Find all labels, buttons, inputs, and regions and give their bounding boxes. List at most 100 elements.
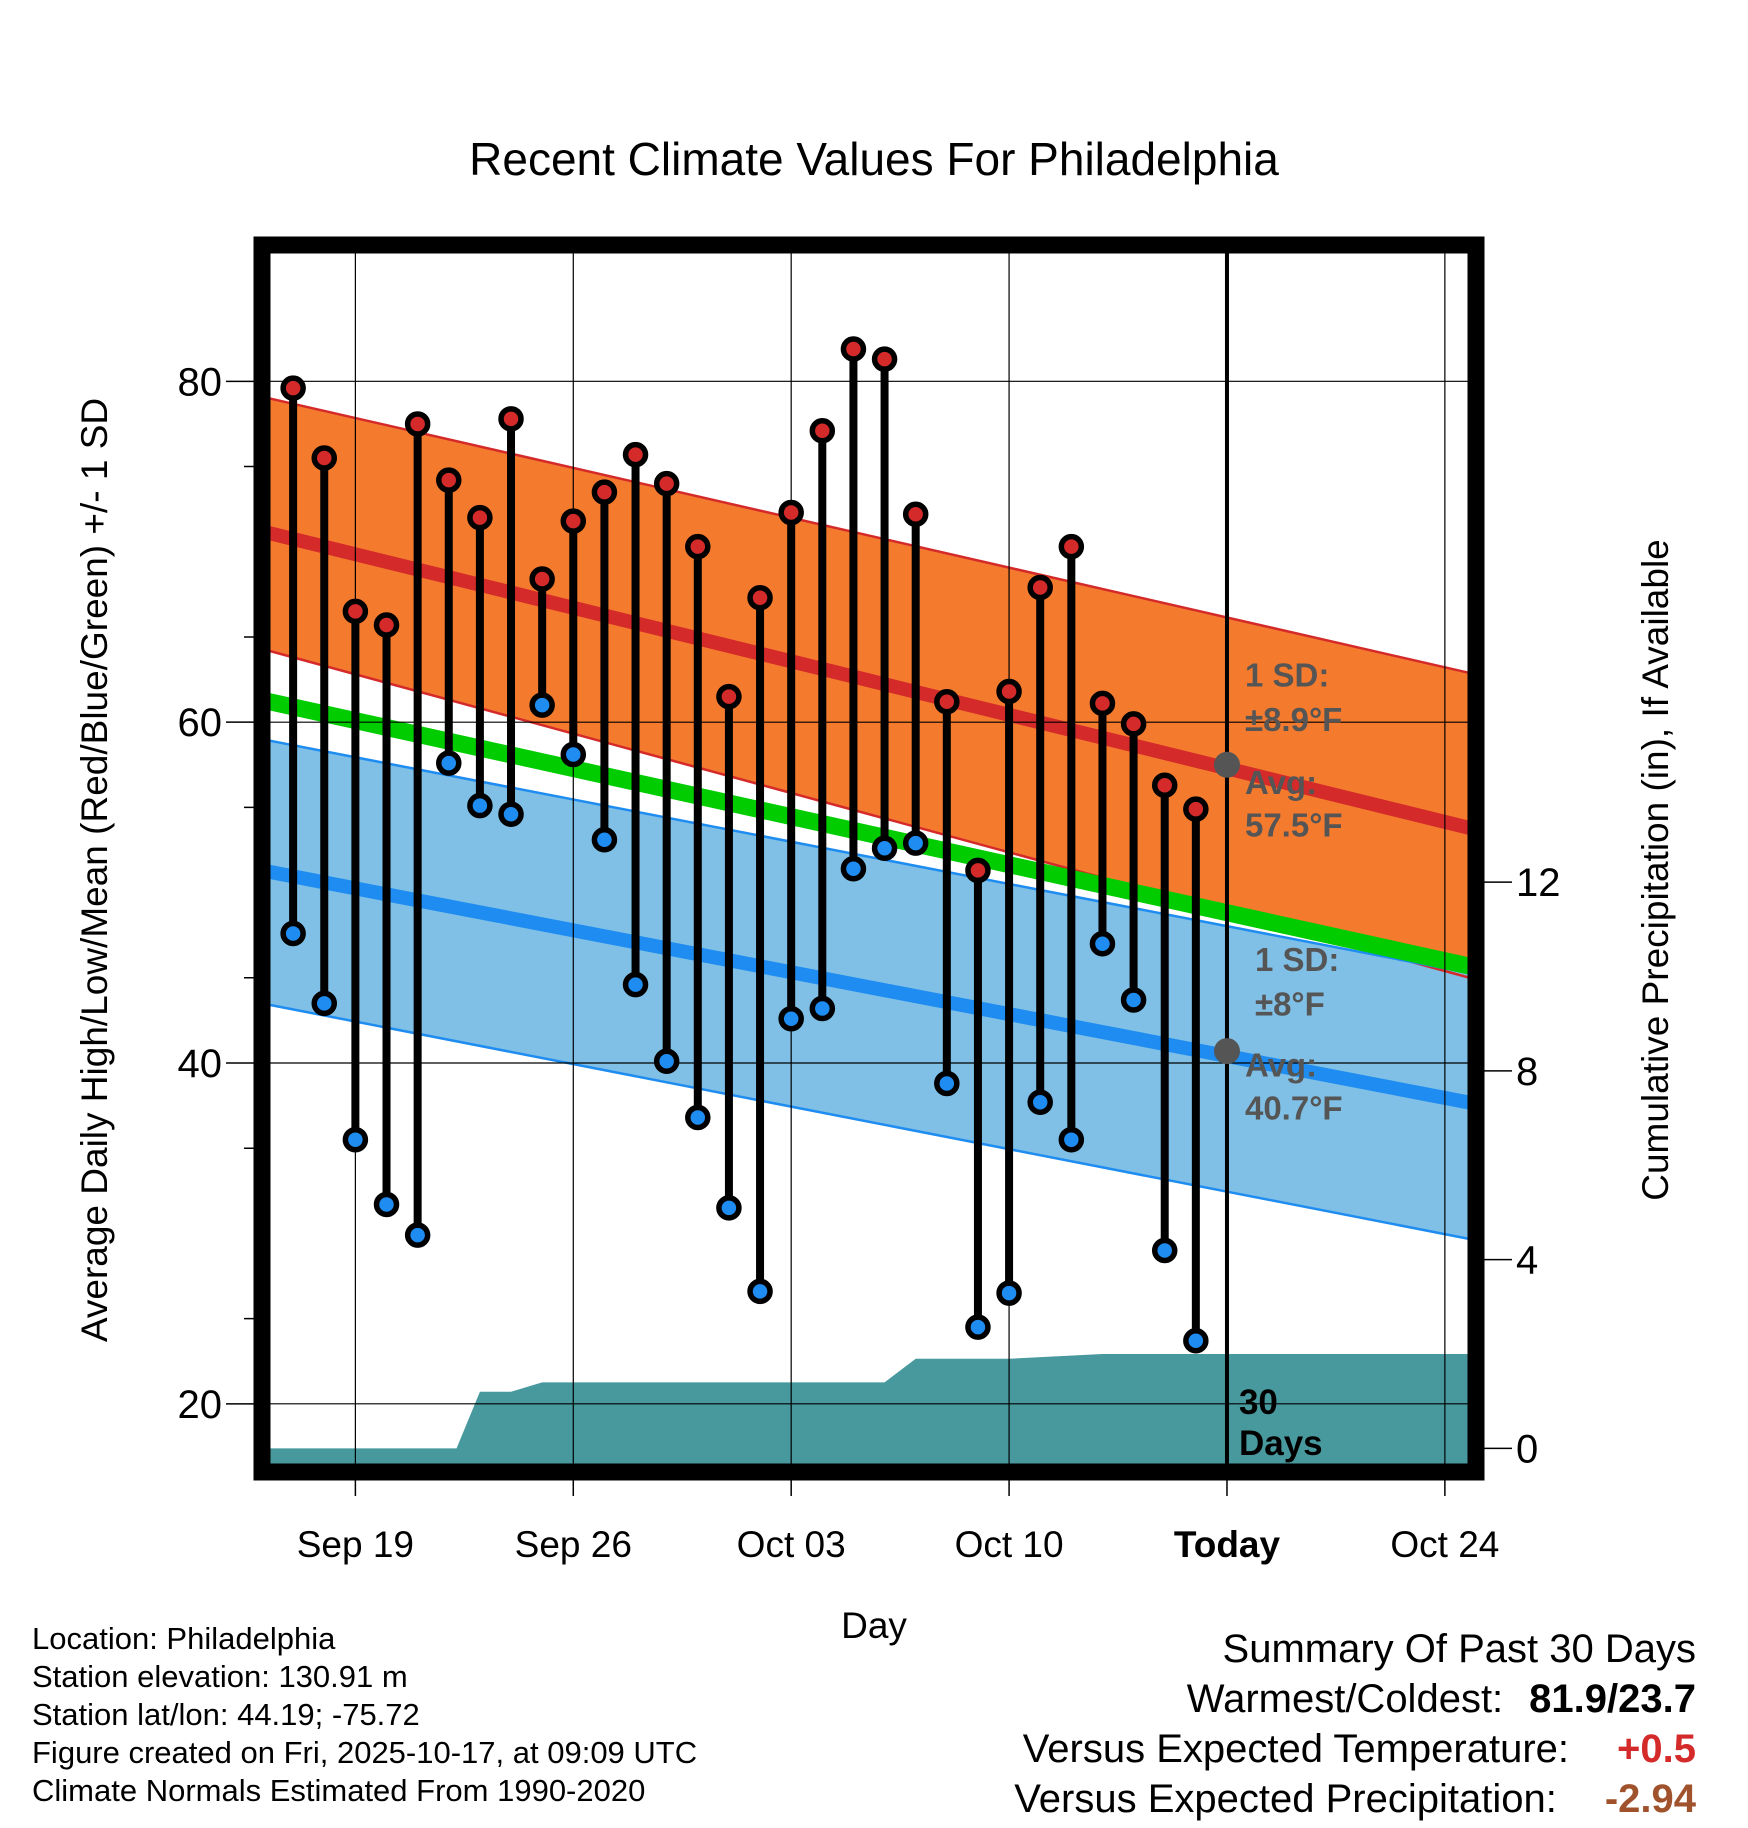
today-high-avg-point bbox=[1213, 751, 1240, 778]
plot-area bbox=[260, 245, 1478, 1472]
daily-high-point bbox=[436, 467, 462, 493]
station-info: Location: Philadelphia Station elevation… bbox=[32, 1620, 697, 1810]
daily-high-point bbox=[809, 418, 836, 444]
daily-low-point bbox=[1120, 987, 1147, 1013]
summary-precip-row: Versus Expected Precipitation: -2.94 bbox=[1014, 1774, 1696, 1824]
precipitation-area bbox=[262, 1354, 1476, 1472]
x-axis-label: Day bbox=[841, 1605, 907, 1646]
daily-low-point bbox=[934, 1070, 960, 1097]
daily-low-point bbox=[1151, 1237, 1178, 1264]
daily-low-point bbox=[685, 1104, 711, 1131]
daily-low-point bbox=[965, 1314, 991, 1340]
summary-panel: Summary Of Past 30 Days Warmest/Coldest:… bbox=[1014, 1624, 1696, 1824]
x-tick-label: Today bbox=[1174, 1524, 1281, 1565]
daily-low-point bbox=[467, 792, 493, 819]
plot-frame bbox=[253, 236, 1485, 1481]
latlon-text: Station lat/lon: 44.19; -75.72 bbox=[32, 1697, 420, 1732]
daily-high-point bbox=[622, 441, 649, 468]
low-sd-value: ±8°F bbox=[1255, 985, 1325, 1022]
high-sd-value: ±8.9°F bbox=[1245, 701, 1342, 738]
daily-high-point bbox=[716, 683, 742, 710]
precip-value: -2.94 bbox=[1604, 1777, 1696, 1821]
daily-high-point bbox=[902, 501, 929, 528]
high-normal-line bbox=[260, 524, 1478, 837]
x-tick-label: Oct 24 bbox=[1390, 1524, 1499, 1565]
mean-normal-line bbox=[260, 691, 1478, 976]
today-low-avg-point bbox=[1213, 1038, 1240, 1065]
daily-low-point bbox=[871, 835, 898, 862]
daily-low-point bbox=[1058, 1126, 1085, 1153]
daily-high-point bbox=[404, 411, 431, 437]
y2-axis-label: Cumulative Precipitation (in), If Availa… bbox=[1635, 539, 1676, 1201]
x-tick-label: Oct 10 bbox=[955, 1524, 1064, 1565]
daily-low-point bbox=[1027, 1089, 1053, 1115]
daily-low-point bbox=[996, 1280, 1022, 1306]
low-avg-value: 40.7°F bbox=[1245, 1089, 1343, 1126]
warmest-label: Warmest/Coldest: bbox=[1186, 1677, 1504, 1721]
annotations: 1 SD: ±8.9°F Avg: 57.5°F 1 SD: ±8°F Avg: 40.7°F bbox=[1213, 656, 1343, 1126]
low-sd-upper-edge bbox=[261, 737, 1477, 976]
daily-high-point bbox=[467, 504, 493, 531]
y-tick-label: 40 bbox=[178, 1042, 223, 1086]
daily-low-point bbox=[747, 1278, 773, 1305]
daily-low-point bbox=[498, 801, 524, 827]
daily-high-point bbox=[1027, 574, 1053, 601]
daily-high-point bbox=[996, 678, 1022, 705]
daily-low-point bbox=[840, 855, 867, 882]
daily-high-point bbox=[529, 566, 555, 592]
y-tick-label: 20 bbox=[178, 1383, 223, 1427]
x-tick-label: Sep 26 bbox=[515, 1524, 632, 1565]
daily-high-point bbox=[653, 470, 680, 497]
daily-low-point bbox=[529, 692, 555, 718]
daily-high-point bbox=[342, 598, 369, 625]
daily-low-point bbox=[342, 1126, 369, 1153]
high-avg-label: Avg: bbox=[1245, 764, 1317, 801]
y-tick-label: 80 bbox=[178, 360, 223, 404]
summary-title: Summary Of Past 30 Days bbox=[1222, 1627, 1696, 1671]
location-text: Location: Philadelphia bbox=[32, 1621, 336, 1656]
low-normal-line bbox=[260, 863, 1478, 1111]
daily-low-point bbox=[1089, 930, 1116, 957]
daily-low-point bbox=[716, 1195, 742, 1221]
daily-high-point bbox=[498, 406, 524, 432]
daily-high-point bbox=[1058, 533, 1085, 560]
daily-high-point bbox=[1089, 690, 1116, 717]
summary-temp-row: Versus Expected Temperature: +0.5 bbox=[1014, 1724, 1696, 1774]
daily-low-point bbox=[809, 995, 836, 1022]
x-tick-label: Sep 19 bbox=[297, 1524, 414, 1565]
daily-low-point bbox=[373, 1191, 400, 1218]
created-text: Figure created on Fri, 2025-10-17, at 09… bbox=[32, 1735, 698, 1770]
daily-low-point bbox=[436, 750, 462, 776]
daily-high-point bbox=[747, 585, 773, 611]
chart-title: Recent Climate Values For Philadelphia bbox=[469, 133, 1279, 185]
daily-low-point bbox=[591, 827, 618, 853]
high-sd-upper-edge bbox=[261, 395, 1477, 676]
daily-high-point bbox=[373, 612, 400, 638]
high-sd-band bbox=[262, 396, 1476, 980]
daily-high-point bbox=[965, 857, 991, 884]
daily-low-point bbox=[902, 830, 929, 856]
elevation-text: Station elevation: 130.91 m bbox=[32, 1659, 408, 1694]
daily-high-point bbox=[1183, 796, 1209, 822]
daily-high-point bbox=[591, 479, 618, 505]
y2-tick-label: 0 bbox=[1516, 1427, 1538, 1471]
x-tick-label: Oct 03 bbox=[737, 1524, 846, 1565]
y2-tick-label: 8 bbox=[1516, 1050, 1538, 1094]
daily-high-point bbox=[871, 346, 898, 372]
high-avg-value: 57.5°F bbox=[1245, 806, 1343, 843]
daily-low-point bbox=[560, 741, 587, 768]
high-sd-label: 1 SD: bbox=[1245, 656, 1329, 693]
low-sd-label: 1 SD: bbox=[1255, 941, 1339, 978]
daily-high-point bbox=[1120, 711, 1147, 737]
axes: 20 40 60 80 0 4 8 12 Sep 19 Sep 26 Oct 03 Oct 10 Tod… bbox=[178, 236, 1561, 1565]
y2-tick-label: 4 bbox=[1516, 1239, 1538, 1283]
low-avg-label: Avg: bbox=[1245, 1047, 1317, 1084]
daily-high-point bbox=[685, 533, 711, 560]
daily-high-point bbox=[1151, 772, 1178, 798]
daily-high-point bbox=[778, 499, 804, 526]
precip-label: Versus Expected Precipitation: bbox=[1014, 1777, 1557, 1821]
daily-low-point bbox=[1183, 1328, 1209, 1354]
daily-low-point bbox=[653, 1048, 680, 1075]
daily-low-point bbox=[778, 1005, 804, 1032]
